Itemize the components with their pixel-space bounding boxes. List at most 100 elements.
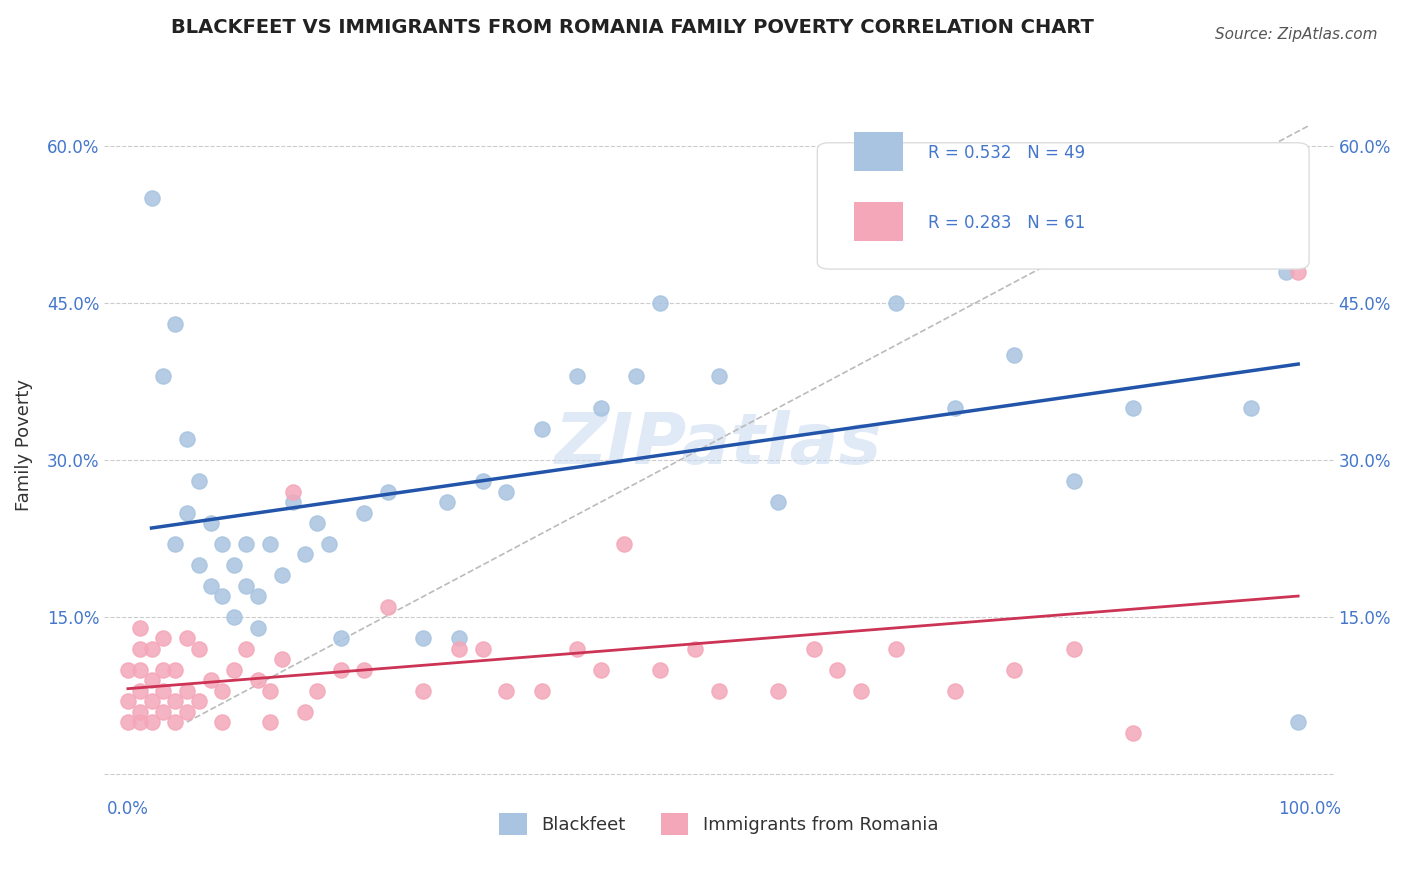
Point (648, 663, 671, 677)
Point (141, 641, 163, 656)
Point (270, 568, 292, 582)
Point (825, 244, 848, 258)
Point (176, 432, 198, 446)
Point (141, 673, 163, 688)
Point (471, 474, 494, 488)
Text: R = 0.283   N = 61: R = 0.283 N = 61 (928, 214, 1085, 233)
Point (152, 663, 174, 677)
Point (1286, 715, 1309, 730)
Point (128, 715, 150, 730)
Point (211, 537, 233, 551)
Point (1004, 663, 1026, 677)
Point (128, 663, 150, 677)
Point (246, 673, 269, 688)
FancyBboxPatch shape (817, 143, 1309, 269)
Point (884, 296, 907, 310)
Point (117, 715, 139, 730)
Point (305, 516, 328, 530)
Point (141, 191, 163, 205)
Point (329, 663, 352, 677)
Text: ZIPatlas: ZIPatlas (555, 410, 883, 479)
Text: R = 0.532   N = 49: R = 0.532 N = 49 (928, 144, 1085, 161)
Point (259, 715, 281, 730)
Point (447, 641, 470, 656)
Point (495, 683, 517, 698)
Point (259, 537, 281, 551)
Point (589, 663, 612, 677)
Point (141, 715, 163, 730)
Point (200, 516, 222, 530)
Point (412, 632, 434, 646)
Point (648, 296, 671, 310)
Point (1275, 265, 1298, 279)
Point (224, 610, 246, 624)
Point (294, 548, 316, 562)
Point (200, 579, 222, 593)
Text: BLACKFEET VS IMMIGRANTS FROM ROMANIA FAMILY POVERTY CORRELATION CHART: BLACKFEET VS IMMIGRANTS FROM ROMANIA FAM… (172, 18, 1094, 37)
Point (165, 317, 187, 331)
Point (1286, 265, 1309, 279)
Point (187, 641, 209, 656)
Point (165, 537, 187, 551)
Point (377, 599, 399, 614)
Text: Source: ZipAtlas.com: Source: ZipAtlas.com (1215, 27, 1378, 42)
Point (141, 694, 163, 708)
Point (766, 495, 789, 509)
Point (176, 683, 198, 698)
Point (766, 683, 789, 698)
Point (707, 683, 730, 698)
Point (165, 715, 187, 730)
Point (283, 495, 305, 509)
Point (187, 558, 209, 572)
Point (152, 705, 174, 719)
Point (825, 663, 848, 677)
Point (152, 683, 174, 698)
Point (235, 579, 257, 593)
Point (259, 683, 281, 698)
Point (246, 621, 269, 635)
Point (187, 694, 209, 708)
Point (565, 641, 588, 656)
Point (165, 694, 187, 708)
Point (943, 401, 966, 415)
Point (613, 537, 636, 551)
Point (246, 590, 269, 604)
Point (211, 715, 233, 730)
Point (165, 663, 187, 677)
Point (305, 683, 328, 698)
Point (447, 632, 470, 646)
Point (1122, 725, 1144, 739)
Point (294, 705, 316, 719)
Point (589, 401, 612, 415)
Point (849, 683, 872, 698)
Point (884, 641, 907, 656)
Point (943, 683, 966, 698)
Point (117, 663, 139, 677)
Point (318, 537, 340, 551)
Point (803, 641, 825, 656)
Point (1004, 349, 1026, 363)
Point (436, 495, 458, 509)
Point (235, 537, 257, 551)
Point (211, 683, 233, 698)
Point (283, 484, 305, 499)
Point (471, 641, 494, 656)
Point (128, 621, 150, 635)
Point (530, 683, 553, 698)
FancyBboxPatch shape (855, 202, 903, 241)
Y-axis label: Family Poverty: Family Poverty (15, 378, 32, 510)
Point (128, 683, 150, 698)
Point (224, 558, 246, 572)
Point (176, 632, 198, 646)
Point (176, 506, 198, 520)
Point (152, 369, 174, 384)
Point (270, 652, 292, 666)
Point (211, 590, 233, 604)
Point (187, 474, 209, 488)
Point (412, 683, 434, 698)
Legend: Blackfeet, Immigrants from Romania: Blackfeet, Immigrants from Romania (492, 806, 946, 843)
Point (1122, 401, 1144, 415)
Point (200, 673, 222, 688)
Point (495, 484, 517, 499)
Point (117, 694, 139, 708)
